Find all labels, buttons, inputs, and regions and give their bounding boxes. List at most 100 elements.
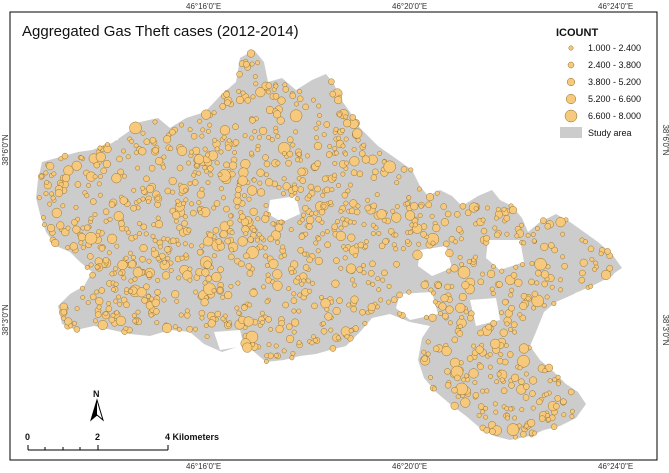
gas-theft-point — [273, 110, 282, 119]
gas-theft-point — [334, 96, 343, 105]
gas-theft-point — [117, 259, 128, 271]
gas-theft-point — [41, 222, 47, 228]
gas-theft-point — [316, 103, 322, 109]
gas-theft-point — [493, 409, 499, 415]
gas-theft-point — [517, 312, 523, 318]
gas-theft-point — [201, 109, 212, 120]
gas-theft-point — [454, 374, 461, 382]
gas-theft-point — [138, 147, 147, 156]
gas-theft-point — [451, 386, 458, 394]
gas-theft-point — [182, 241, 188, 247]
gas-theft-point — [299, 281, 305, 287]
gas-theft-point — [363, 244, 369, 249]
gas-theft-point — [315, 248, 321, 254]
gas-theft-point — [349, 199, 358, 208]
gas-theft-point — [282, 252, 288, 258]
gas-theft-point — [335, 230, 346, 242]
gas-theft-point — [370, 231, 376, 237]
gas-theft-point — [50, 195, 56, 201]
gas-theft-point — [123, 255, 129, 261]
gas-theft-point — [235, 186, 242, 193]
gas-theft-point — [282, 182, 291, 191]
gas-theft-point — [183, 197, 189, 203]
gas-theft-point — [240, 90, 246, 96]
gas-theft-point — [520, 431, 527, 438]
gas-theft-point — [228, 161, 238, 170]
gas-theft-point — [310, 97, 316, 103]
gas-theft-point — [243, 316, 254, 327]
gas-theft-point — [97, 145, 103, 151]
gas-theft-point — [234, 204, 240, 210]
gas-theft-point — [432, 345, 440, 353]
gas-theft-point — [190, 132, 198, 140]
gas-theft-point — [508, 406, 514, 412]
tick-top-3: 46°24'0"E — [598, 2, 633, 11]
gas-theft-point — [181, 201, 187, 206]
gas-theft-point — [365, 197, 371, 203]
gas-theft-point — [207, 165, 214, 172]
gas-theft-point — [71, 219, 78, 226]
gas-theft-point — [264, 299, 270, 305]
gas-theft-point — [203, 260, 212, 269]
gas-theft-point — [111, 173, 122, 184]
gas-theft-point — [281, 176, 287, 182]
gas-theft-point — [263, 160, 271, 168]
gas-theft-point — [492, 401, 498, 407]
tick-bottom-1: 46°16'0"E — [186, 462, 221, 471]
gas-theft-point — [527, 418, 536, 428]
gas-theft-point — [417, 213, 423, 218]
gas-theft-point — [305, 153, 310, 159]
gas-theft-point — [137, 231, 143, 236]
gas-theft-point — [51, 207, 62, 218]
gas-theft-point — [494, 379, 500, 385]
gas-theft-point — [247, 236, 254, 243]
gas-theft-point — [483, 427, 490, 434]
gas-theft-point — [187, 277, 193, 283]
gas-theft-point — [280, 244, 286, 250]
gas-theft-point — [169, 128, 176, 136]
gas-theft-point — [489, 428, 496, 435]
gas-theft-point — [340, 171, 346, 177]
gas-theft-point — [477, 329, 484, 337]
gas-theft-point — [412, 222, 418, 228]
gas-theft-point — [272, 269, 283, 280]
gas-theft-point — [151, 298, 160, 307]
gas-theft-point — [108, 201, 116, 208]
gas-theft-point — [286, 334, 295, 343]
gas-theft-point — [217, 172, 223, 178]
gas-theft-point — [604, 248, 611, 255]
gas-theft-point — [237, 236, 248, 247]
gas-theft-point — [121, 173, 127, 179]
legend-symbol-5 — [564, 109, 578, 123]
gas-theft-point — [404, 210, 416, 221]
gas-theft-point — [265, 272, 271, 278]
gas-theft-point — [340, 127, 346, 133]
gas-theft-point — [522, 394, 530, 401]
gas-theft-point — [133, 143, 139, 149]
gas-theft-point — [228, 283, 234, 289]
gas-theft-point — [291, 308, 297, 314]
gas-theft-point — [113, 298, 119, 304]
gas-theft-point — [247, 185, 258, 196]
gas-theft-point — [235, 95, 245, 105]
gas-theft-point — [46, 224, 56, 233]
gas-theft-point — [219, 103, 226, 110]
gas-theft-point — [78, 240, 84, 246]
gas-theft-point — [390, 296, 398, 303]
gas-theft-point — [337, 112, 342, 118]
gas-theft-point — [397, 311, 403, 317]
gas-theft-point — [80, 295, 86, 300]
gas-theft-point — [306, 193, 312, 199]
gas-theft-point — [286, 286, 292, 292]
gas-theft-point — [290, 142, 296, 148]
gas-theft-point — [98, 287, 106, 294]
gas-theft-point — [444, 283, 451, 291]
gas-theft-point — [148, 312, 154, 318]
gas-theft-point — [64, 317, 73, 326]
gas-theft-point — [124, 226, 130, 232]
gas-theft-point — [191, 179, 199, 186]
gas-theft-point — [496, 357, 504, 365]
gas-theft-point — [277, 96, 286, 105]
gas-theft-point — [299, 217, 305, 223]
